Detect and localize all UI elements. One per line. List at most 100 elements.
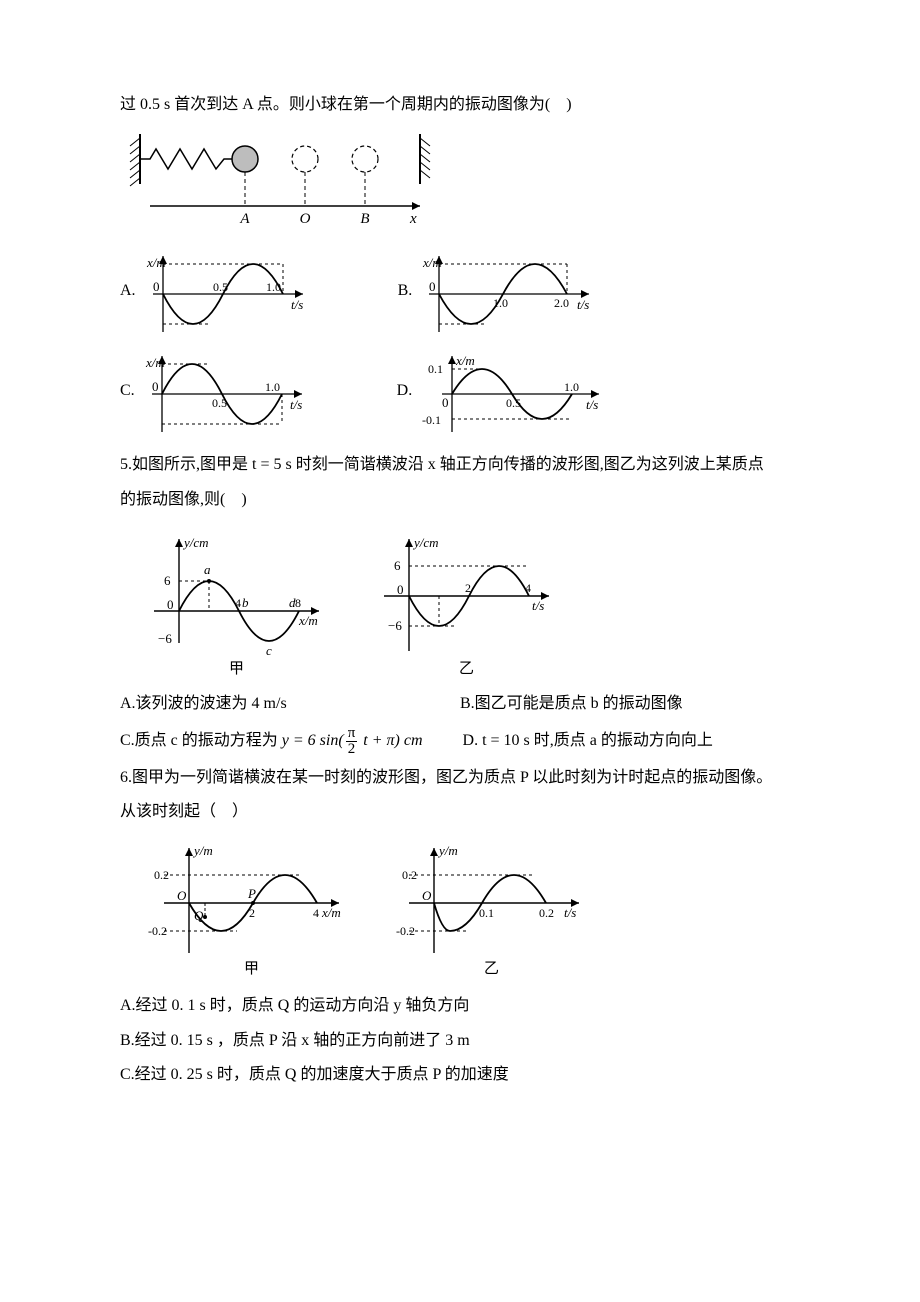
svg-text:0.2: 0.2 [539, 906, 554, 920]
svg-text:x: x [409, 211, 417, 227]
q5-C-den: 2 [346, 741, 358, 757]
svg-text:P: P [247, 886, 256, 901]
svg-text:x/m: x/m [321, 905, 341, 920]
q5-C-eq-after: t + π) cm [359, 732, 422, 749]
svg-text:t/s: t/s [291, 297, 303, 312]
svg-text:0.2: 0.2 [154, 868, 169, 882]
svg-text:t/s: t/s [290, 397, 302, 412]
q6-stem1-text: 6.图甲为一列简谐横波在某一时刻的波形图，图乙为质点 P 以此时刻为计时起点的振… [120, 769, 772, 786]
q5-stem-line2: 的振动图像,则( ) [120, 485, 810, 515]
q6-stem-line2: 从该时刻起（ ） [120, 797, 810, 827]
svg-text:Q: Q [194, 908, 204, 923]
q5-choice-D: D. t = 10 s 时,质点 a 的振动方向向上 [463, 726, 763, 757]
svg-text:a: a [204, 562, 211, 577]
q5-stem1-text: 5.如图所示,图甲是 t = 5 s 时刻一简谐横波沿 x 轴正方向传播的波形图… [120, 456, 764, 473]
q5-choice-C: C.质点 c 的振动方程为 y = 6 sin(π2 t + π) cm [120, 726, 423, 757]
svg-text:1.0: 1.0 [266, 280, 281, 294]
q4-options-row2: C. x/m t/s 0 0.5 1.0 D. x/m t/s 0 0.1 [120, 344, 810, 444]
svg-text:0.1: 0.1 [479, 906, 494, 920]
svg-text:0.1: 0.1 [428, 362, 443, 376]
svg-text:−6: −6 [158, 631, 172, 646]
svg-text:1.0: 1.0 [493, 296, 508, 310]
svg-text:2: 2 [249, 906, 255, 920]
svg-text:6: 6 [394, 558, 401, 573]
q4-setup-figure: A O B x [120, 126, 810, 236]
q5-C-num: π [346, 726, 358, 741]
q5-stem2-text: 的振动图像,则( ) [120, 491, 247, 508]
svg-text:x/m: x/m [455, 353, 475, 368]
svg-text:x/m: x/m [422, 255, 442, 270]
svg-text:甲: 甲 [244, 961, 259, 977]
q5-fig-yi: y/cm t/s 6 −6 0 2 4 乙 [364, 521, 564, 681]
svg-text:c: c [266, 643, 272, 658]
q4-optD-graph: x/m t/s 0 0.1 -0.1 0.5 1.0 [414, 344, 614, 444]
q6-fig-yi: y/m t/s 0.2 -0.2 O 0.1 0.2 乙 [384, 833, 594, 983]
q4-optA-label: A. [120, 244, 136, 306]
svg-text:x/m: x/m [145, 355, 165, 370]
svg-text:y/m: y/m [192, 843, 213, 858]
svg-text:6: 6 [164, 573, 171, 588]
q4-optB-graph: x/m t/s 0 1.0 2.0 [414, 244, 604, 344]
svg-text:b: b [242, 595, 249, 610]
q4-optB-label: B. [398, 244, 413, 306]
svg-text:x/m: x/m [146, 255, 166, 270]
svg-text:-0.2: -0.2 [396, 924, 415, 938]
q6-figures: y/m x/m 0.2 -0.2 O 2 4 Q P 甲 y/m t/ [134, 833, 810, 983]
svg-text:t/s: t/s [586, 397, 598, 412]
page: 过 0.5 s 首次到达 A 点。则小球在第一个周期内的振动图像为( ) [0, 0, 920, 1302]
q6-stem2-text: 从该时刻起（ ） [120, 803, 248, 820]
svg-text:1.0: 1.0 [564, 380, 579, 394]
svg-text:y/cm: y/cm [412, 535, 439, 550]
svg-text:4: 4 [235, 596, 241, 610]
svg-text:−6: −6 [388, 618, 402, 633]
q4-optC-graph: x/m t/s 0 0.5 1.0 [137, 344, 317, 444]
svg-text:t/s: t/s [532, 598, 544, 613]
svg-text:O: O [177, 888, 187, 903]
svg-text:0: 0 [152, 379, 159, 394]
svg-text:d: d [289, 595, 296, 610]
svg-text:B: B [360, 211, 369, 227]
svg-text:4: 4 [313, 906, 319, 920]
svg-text:8: 8 [295, 596, 301, 610]
q5-choice-A: A.该列波的波速为 4 m/s [120, 689, 420, 719]
q4-optC-label: C. [120, 344, 135, 406]
svg-text:0.5: 0.5 [212, 396, 227, 410]
svg-text:y/m: y/m [437, 843, 458, 858]
svg-text:0: 0 [167, 597, 174, 612]
svg-text:1.0: 1.0 [265, 380, 280, 394]
q5-fig-jia: y/cm x/m 6 −6 0 4 8 a b c d 甲 [134, 521, 334, 681]
svg-text:4: 4 [525, 581, 531, 595]
svg-text:t/s: t/s [577, 297, 589, 312]
q6-choice-A: A.经过 0. 1 s 时，质点 Q 的运动方向沿 y 轴负方向 [120, 991, 810, 1021]
q6-stem-line1: 6.图甲为一列简谐横波在某一时刻的波形图，图乙为质点 P 以此时刻为计时起点的振… [120, 763, 810, 793]
svg-text:0: 0 [153, 279, 160, 294]
svg-text:0.5: 0.5 [506, 396, 521, 410]
svg-text:0: 0 [429, 279, 436, 294]
svg-text:乙: 乙 [484, 961, 499, 977]
q4-options-row1: A. x/m t/s 0 0.5 1.0 B. x/m t/s 0 [120, 244, 810, 344]
svg-text:0.2: 0.2 [402, 868, 417, 882]
q4-optD-label: D. [397, 344, 413, 406]
q5-choices-2: C.质点 c 的振动方程为 y = 6 sin(π2 t + π) cm D. … [120, 726, 810, 757]
q5-C-eq-before: y = 6 sin( [282, 732, 344, 749]
q5-choice-B: B.图乙可能是质点 b 的振动图像 [460, 689, 760, 719]
q5-choices: A.该列波的波速为 4 m/s B.图乙可能是质点 b 的振动图像 [120, 689, 810, 719]
svg-text:乙: 乙 [459, 661, 474, 677]
svg-text:O: O [300, 211, 311, 227]
svg-text:y/cm: y/cm [182, 535, 209, 550]
svg-text:t/s: t/s [564, 905, 576, 920]
svg-text:-0.1: -0.1 [422, 413, 441, 427]
q6-choice-C: C.经过 0. 25 s 时，质点 Q 的加速度大于质点 P 的加速度 [120, 1060, 810, 1090]
q5-C-prefix: C.质点 c 的振动方程为 [120, 732, 282, 749]
svg-text:-0.2: -0.2 [148, 924, 167, 938]
q6-choice-B: B.经过 0. 15 s ，质点 P 沿 x 轴的正方向前进了 3 m [120, 1026, 810, 1056]
svg-text:2.0: 2.0 [554, 296, 569, 310]
svg-text:A: A [239, 211, 250, 227]
svg-text:0.5: 0.5 [213, 280, 228, 294]
q5-stem-line1: 5.如图所示,图甲是 t = 5 s 时刻一简谐横波沿 x 轴正方向传播的波形图… [120, 450, 810, 480]
q4-continuation: 过 0.5 s 首次到达 A 点。则小球在第一个周期内的振动图像为( ) [120, 90, 810, 120]
svg-text:2: 2 [465, 581, 471, 595]
q5-figures: y/cm x/m 6 −6 0 4 8 a b c d 甲 [134, 521, 810, 681]
q4-setup-svg: A O B x [120, 126, 440, 236]
q4-cont-text: 过 0.5 s 首次到达 A 点。则小球在第一个周期内的振动图像为( ) [120, 96, 572, 113]
